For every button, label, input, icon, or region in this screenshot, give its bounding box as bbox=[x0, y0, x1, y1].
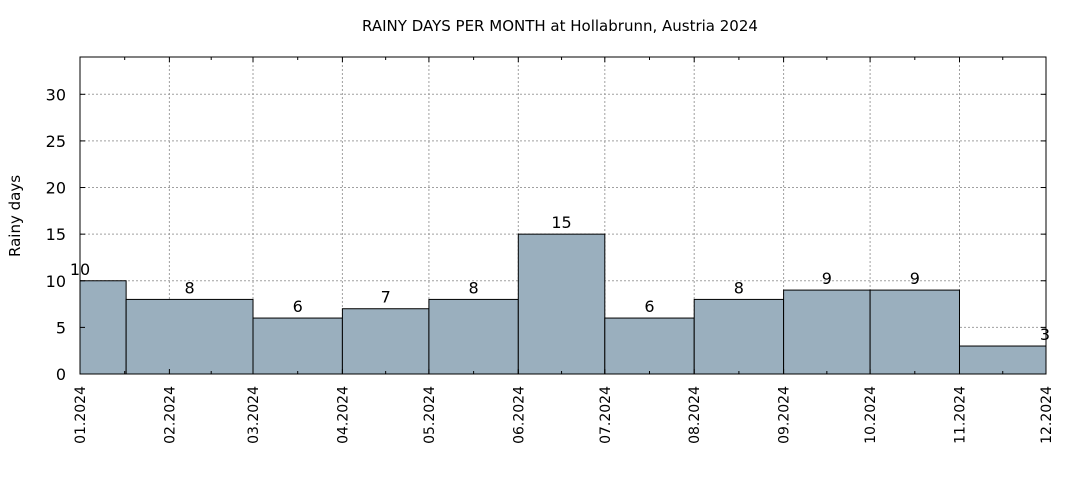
y-tick-label: 30 bbox=[46, 85, 66, 104]
y-axis-label: Rainy days bbox=[6, 175, 24, 257]
y-tick-label: 5 bbox=[56, 318, 66, 337]
data-label-04.2024: 7 bbox=[381, 288, 391, 307]
x-tick-label: 01.2024 bbox=[73, 386, 89, 444]
x-tick-label: 04.2024 bbox=[335, 386, 351, 444]
bar-07.2024 bbox=[604, 317, 695, 375]
bar-06.2024 bbox=[517, 233, 606, 375]
bar-11.2024 bbox=[958, 345, 1047, 375]
y-tick-label: 0 bbox=[56, 365, 66, 384]
bar-09.2024 bbox=[783, 289, 871, 375]
x-tick-label: 10.2024 bbox=[863, 386, 879, 444]
data-label-11.2024: 3 bbox=[1040, 325, 1050, 344]
x-tick-labels: 01.2024 02.2024 03.2024 04.2024 05.2024 06.20… bbox=[73, 386, 1055, 444]
y-tick-label: 20 bbox=[46, 179, 66, 198]
data-label-08.2024: 8 bbox=[734, 278, 744, 297]
x-tick-label: 05.2024 bbox=[422, 386, 438, 444]
x-tick-label: 03.2024 bbox=[246, 386, 262, 444]
data-label-06.2024: 15 bbox=[551, 213, 571, 232]
bar-05.2024 bbox=[428, 298, 519, 375]
chart-title: RAINY DAYS PER MONTH at Hollabrunn, Aust… bbox=[362, 17, 758, 35]
x-tick-label: 06.2024 bbox=[511, 386, 527, 444]
bar-03.2024 bbox=[252, 317, 343, 375]
x-tick-label: 07.2024 bbox=[598, 386, 614, 444]
data-label-02.2024: 8 bbox=[184, 278, 194, 297]
bar-01.2024 bbox=[79, 280, 127, 375]
bar-02.2024 bbox=[125, 298, 254, 375]
bar-04.2024 bbox=[341, 308, 430, 375]
data-label-07.2024: 6 bbox=[644, 297, 654, 316]
y-tick-label: 25 bbox=[46, 132, 66, 151]
x-tick-label: 11.2024 bbox=[952, 386, 968, 444]
bar-10.2024 bbox=[869, 289, 960, 375]
bars bbox=[79, 233, 1047, 375]
y-tick-labels: 0 5 10 15 20 25 30 bbox=[46, 85, 66, 384]
x-tick-label: 08.2024 bbox=[687, 386, 703, 444]
data-label-01.2024: 10 bbox=[70, 260, 90, 279]
data-label-09.2024: 9 bbox=[822, 269, 832, 288]
axis-ticks bbox=[79, 57, 1047, 375]
x-tick-label: 09.2024 bbox=[777, 386, 793, 444]
data-labels: 10 8 6 7 8 15 6 8 9 9 3 bbox=[70, 213, 1050, 344]
x-tick-label: 12.2024 bbox=[1039, 386, 1055, 444]
y-tick-label: 15 bbox=[46, 225, 66, 244]
data-label-10.2024: 9 bbox=[910, 269, 920, 288]
x-tick-label: 02.2024 bbox=[162, 386, 178, 444]
y-tick-label: 10 bbox=[46, 272, 66, 291]
bar-08.2024 bbox=[693, 298, 785, 375]
data-label-03.2024: 6 bbox=[293, 297, 303, 316]
plot-frame bbox=[79, 56, 1047, 375]
data-label-05.2024: 8 bbox=[469, 278, 479, 297]
